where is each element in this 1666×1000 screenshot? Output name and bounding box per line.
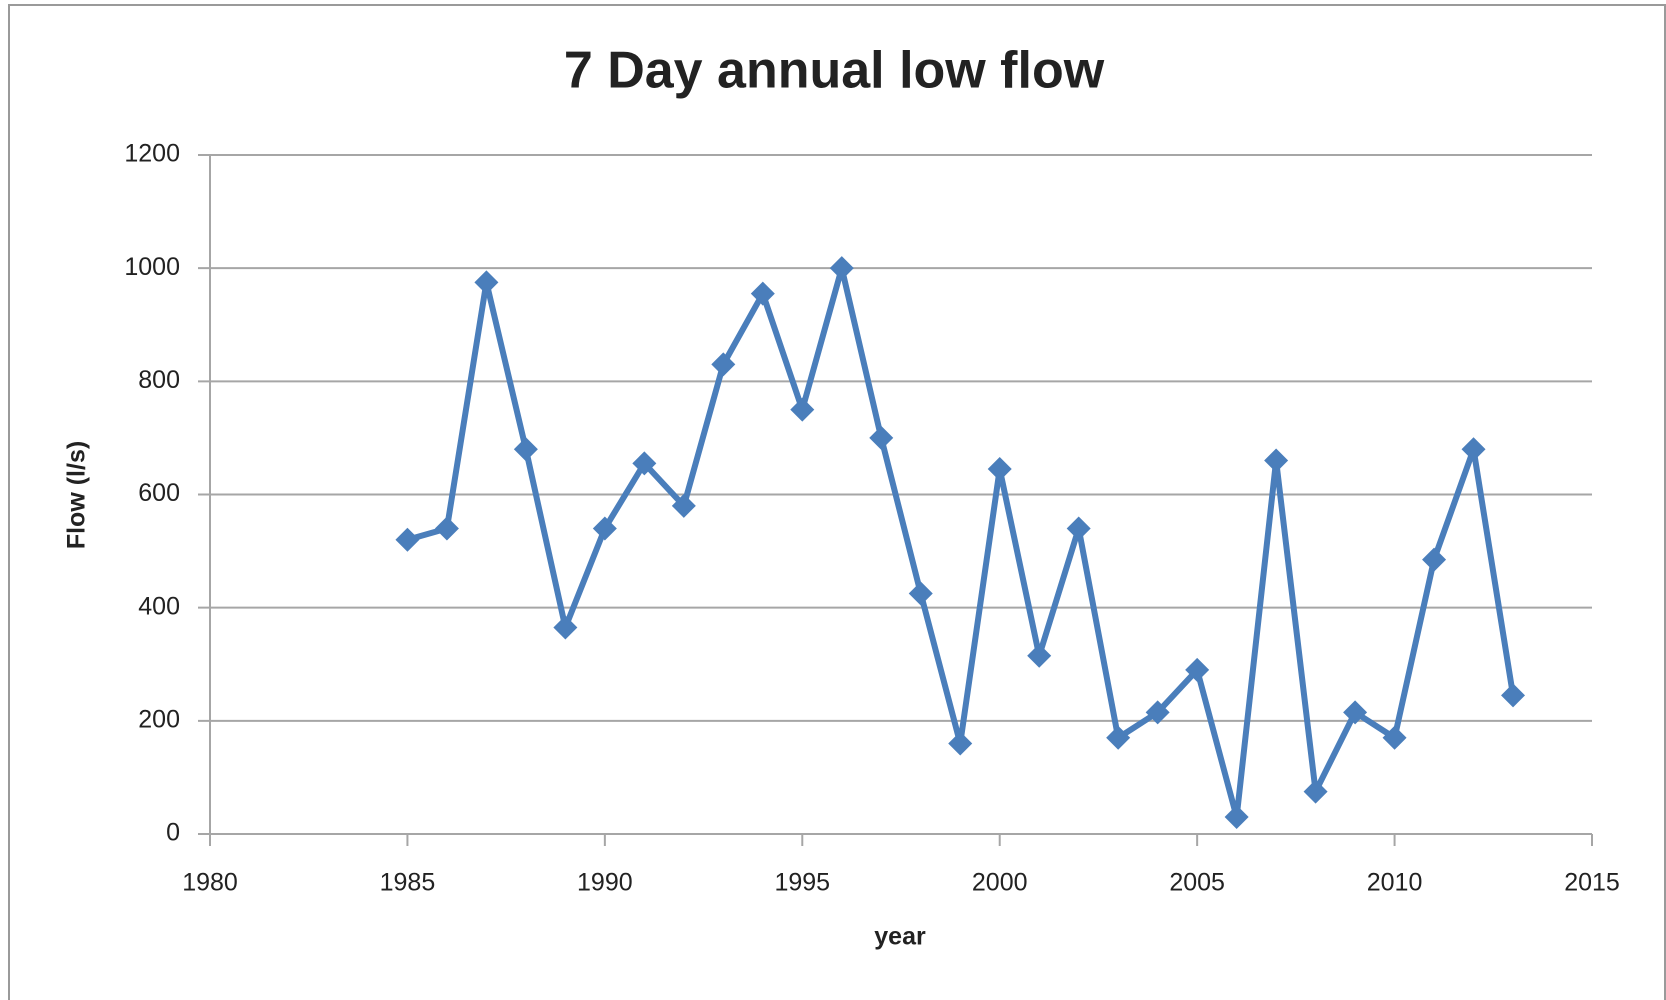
data-point — [1501, 683, 1526, 708]
x-axis-label: year — [874, 923, 926, 951]
data-point — [1185, 657, 1210, 682]
data-point — [1027, 643, 1052, 668]
data-point — [1461, 437, 1486, 462]
x-tick-label: 1985 — [380, 869, 436, 897]
data-point — [750, 281, 775, 306]
x-tick-label: 1990 — [577, 869, 633, 897]
data-point — [1264, 448, 1289, 473]
data-point — [592, 516, 617, 541]
y-tick-label: 0 — [166, 819, 180, 847]
data-point — [869, 425, 894, 450]
y-tick-label: 200 — [138, 705, 180, 733]
x-tick-label: 2000 — [972, 869, 1028, 897]
data-point — [790, 397, 815, 422]
x-tick-label: 1995 — [774, 869, 830, 897]
y-tick-label: 800 — [138, 366, 180, 394]
data-point — [829, 256, 854, 281]
y-tick-label: 1000 — [124, 253, 180, 281]
chart-frame — [8, 4, 1666, 1000]
data-point — [632, 451, 657, 476]
data-point — [1224, 805, 1249, 830]
y-tick-label: 1200 — [124, 140, 180, 168]
data-point — [1106, 725, 1131, 750]
x-tick-label: 1980 — [182, 869, 238, 897]
data-point — [948, 731, 973, 756]
data-point — [474, 270, 499, 295]
data-point — [395, 527, 420, 552]
data-point — [1066, 516, 1091, 541]
data-point — [908, 581, 933, 606]
x-tick-label: 2015 — [1564, 869, 1620, 897]
data-point — [1343, 700, 1368, 725]
data-point — [513, 437, 538, 462]
y-tick-label: 600 — [138, 479, 180, 507]
data-point — [1382, 725, 1407, 750]
x-tick-label: 2010 — [1367, 869, 1423, 897]
data-point — [434, 516, 459, 541]
data-point — [987, 457, 1012, 482]
x-tick-label: 2005 — [1169, 869, 1225, 897]
y-tick-label: 400 — [138, 592, 180, 620]
data-point — [1303, 779, 1328, 804]
chart-title: 7 Day annual low flow — [564, 42, 1105, 100]
data-point — [553, 615, 578, 640]
y-axis-label: Flow (l/s) — [63, 441, 91, 549]
data-point — [1422, 547, 1447, 572]
data-point — [671, 493, 696, 518]
data-point — [1145, 700, 1170, 725]
data-point — [711, 352, 736, 377]
